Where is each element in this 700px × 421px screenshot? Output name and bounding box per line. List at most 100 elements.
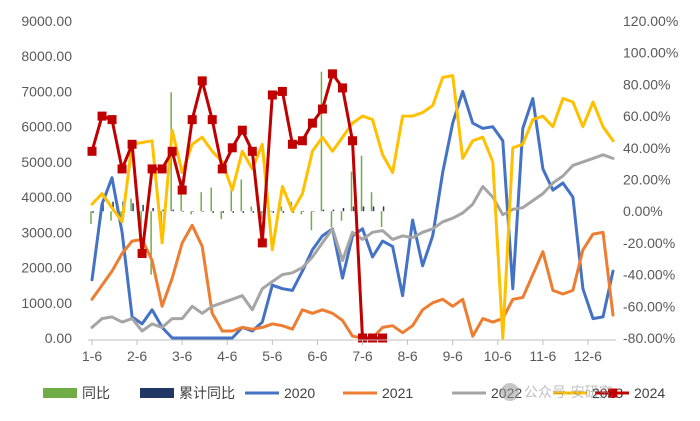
legend-item-2020: 2020 (245, 385, 315, 401)
bar-同比-26 (350, 171, 353, 212)
bar-同比-12 (210, 187, 212, 212)
marker-2024-5 (137, 248, 147, 258)
marker-2024-7 (157, 164, 167, 174)
bar-同比-5 (140, 211, 142, 234)
marker-2024-29 (378, 333, 388, 343)
right-tick-label: -80.00% (623, 330, 675, 346)
marker-2024-4 (127, 139, 137, 149)
marker-2024-12 (207, 115, 217, 125)
bar-同比-0 (90, 211, 92, 224)
x-tick-label: 2-6 (127, 348, 147, 364)
right-tick-label: -60.00% (623, 298, 675, 314)
bar-累计同比-7 (162, 209, 164, 212)
bar-同比-16 (250, 206, 253, 212)
line-2023 (90, 74, 615, 340)
watermark-text: 公众号·安研究 (524, 384, 613, 400)
marker-2024-28 (368, 333, 378, 343)
bar-同比-19 (280, 206, 283, 212)
bar-同比-6 (150, 211, 152, 275)
x-tick-label: 5-6 (262, 348, 282, 364)
x-tick-label: 11-6 (529, 348, 556, 364)
bar-同比-14 (230, 187, 233, 212)
bar-累计同比-4 (132, 203, 134, 212)
marker-2024-26 (348, 136, 357, 146)
left-tick-label: 3000.00 (21, 224, 72, 240)
legend-label: 同比 (82, 385, 110, 401)
right-axis-ticks: -80.00% -60.00% -40.00% -20.00% 0.00% 20.00% 4… (623, 13, 678, 346)
marker-2024-15 (237, 125, 247, 135)
right-tick-label: -40.00% (623, 267, 675, 283)
x-tick-label: 1-6 (82, 348, 102, 364)
marker-2024-23 (317, 104, 327, 114)
marker-2024-20 (287, 139, 297, 149)
left-tick-label: 1000.00 (21, 295, 72, 311)
bar-同比-23 (320, 71, 323, 212)
marker-2024-27 (358, 333, 368, 343)
bar-累计同比-21 (302, 211, 305, 212)
bar-累计同比-13 (222, 211, 224, 213)
right-tick-label: 0.00% (623, 203, 663, 219)
marker-2024-13 (217, 164, 227, 174)
marker-2024-18 (267, 90, 277, 100)
marker-2024-8 (167, 146, 177, 156)
left-axis-ticks: 0.00 1000.00 2000.00 3000.00 4000.00 5000.00 6… (21, 13, 72, 346)
line-2020 (90, 89, 615, 340)
bar-累计同比-25 (342, 208, 345, 212)
right-tick-label: 100.00% (623, 45, 678, 61)
bar-同比-18 (270, 211, 273, 212)
marker-2024-9 (177, 185, 187, 195)
bar-累计同比-27 (362, 206, 365, 212)
marker-2024-14 (227, 143, 237, 153)
line-series-group (87, 69, 615, 343)
bar-累计同比-12 (212, 211, 214, 213)
bar-同比-27 (360, 155, 363, 212)
bar-累计同比-22 (312, 211, 315, 212)
right-tick-label: 20.00% (623, 172, 670, 188)
left-tick-label: 6000.00 (21, 119, 72, 135)
bar-同比-22 (310, 211, 313, 231)
right-tick-label: -20.00% (623, 235, 675, 251)
marker-2024-24 (327, 69, 337, 79)
bar-同比-11 (200, 192, 202, 212)
left-tick-label: 4000.00 (21, 189, 72, 205)
left-tick-label: 5000.00 (21, 154, 72, 170)
marker-2024-22 (307, 118, 317, 128)
bar-累计同比-26 (352, 206, 355, 212)
legend-item-2021: 2021 (343, 385, 413, 401)
bar-累计同比-23 (322, 209, 325, 212)
marker-2024-0 (87, 146, 97, 156)
right-tick-label: 40.00% (623, 140, 670, 156)
bar-同比-28 (370, 192, 373, 212)
bar-累计同比-19 (282, 211, 285, 213)
left-tick-label: 7000.00 (21, 83, 72, 99)
bar-同比-4 (130, 198, 132, 212)
marker-2024-11 (197, 76, 207, 86)
legend-item-同比: 同比 (43, 385, 110, 401)
bar-累计同比-5 (142, 204, 144, 212)
bar-同比-17 (260, 211, 263, 220)
legend-item-2024: 2024 (595, 385, 665, 401)
bar-同比-13 (220, 211, 222, 220)
bar-累计同比-0 (92, 211, 94, 213)
x-tick-label: 12-6 (574, 348, 602, 364)
bar-同比-25 (340, 211, 343, 221)
x-axis-ticks: 1-6 2-6 3-6 4-6 5-6 6-6 7-6 8-6 9-6 10-6 11-6 12-6 (82, 340, 602, 364)
watermark: 公众号·安研究 (501, 383, 613, 401)
legend-item-累计同比: 累计同比 (140, 385, 235, 401)
line-2022 (90, 153, 615, 333)
bar-同比-21 (300, 211, 303, 215)
legend-label: 2020 (284, 385, 315, 401)
x-tick-label: 4-6 (217, 348, 237, 364)
legend-swatch (140, 388, 174, 398)
x-tick-label: 10-6 (484, 348, 512, 364)
x-tick-label: 7-6 (352, 348, 372, 364)
bar-累计同比-2 (112, 201, 114, 212)
marker-2024-16 (247, 146, 257, 156)
bar-累计同比-18 (272, 211, 275, 213)
bar-累计同比-8 (172, 209, 174, 212)
marker-2024-2 (107, 115, 117, 125)
right-tick-label: 120.00% (623, 13, 678, 29)
legend-label: 2024 (634, 385, 665, 401)
marker-2024-6 (147, 164, 157, 174)
